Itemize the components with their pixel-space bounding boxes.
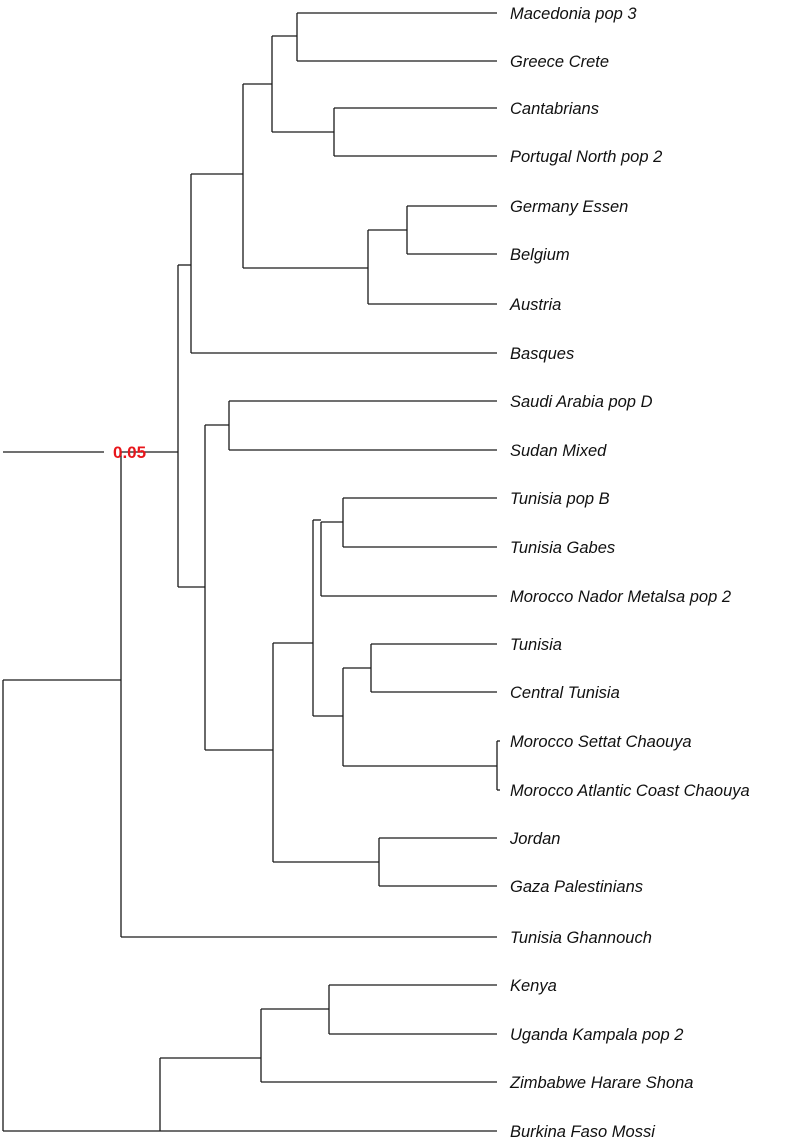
tip-label: Uganda Kampala pop 2 xyxy=(510,1026,683,1044)
tip-label: Zimbabwe Harare Shona xyxy=(509,1074,693,1092)
tip-label: Saudi Arabia pop D xyxy=(510,393,653,411)
tip-label: Kenya xyxy=(510,977,557,995)
tip-label: Macedonia pop 3 xyxy=(510,5,637,23)
tip-label: Cantabrians xyxy=(510,100,599,118)
tip-label: Greece Crete xyxy=(510,53,609,71)
tip-label: Sudan Mixed xyxy=(510,442,607,460)
scale-bar-label: 0.05 xyxy=(113,443,146,462)
scale-bar: 0.05 xyxy=(3,443,146,462)
tip-label: Gaza Palestinians xyxy=(510,878,643,896)
tip-label: Morocco Atlantic Coast Chaouya xyxy=(510,782,750,800)
tip-label: Tunisia pop B xyxy=(510,490,610,508)
tree-branches xyxy=(2,12,500,1132)
tip-label: Central Tunisia xyxy=(510,684,620,702)
tip-label: Portugal North pop 2 xyxy=(510,148,662,166)
tip-label: Morocco Settat Chaouya xyxy=(510,733,692,751)
tip-labels: Macedonia pop 3 Greece Crete Cantabrians… xyxy=(509,5,750,1141)
tip-label: Austria xyxy=(509,296,561,314)
tip-label: Tunisia Ghannouch xyxy=(510,929,652,947)
tip-label: Tunisia Gabes xyxy=(510,539,615,557)
tip-label: Jordan xyxy=(509,830,560,848)
tip-label: Belgium xyxy=(510,246,570,264)
tip-label: Tunisia xyxy=(510,636,562,654)
tip-label: Morocco Nador Metalsa pop 2 xyxy=(510,588,731,606)
tip-label: Germany Essen xyxy=(510,198,628,216)
tip-label: Burkina Faso Mossi xyxy=(510,1123,656,1141)
tip-label: Basques xyxy=(510,345,574,363)
